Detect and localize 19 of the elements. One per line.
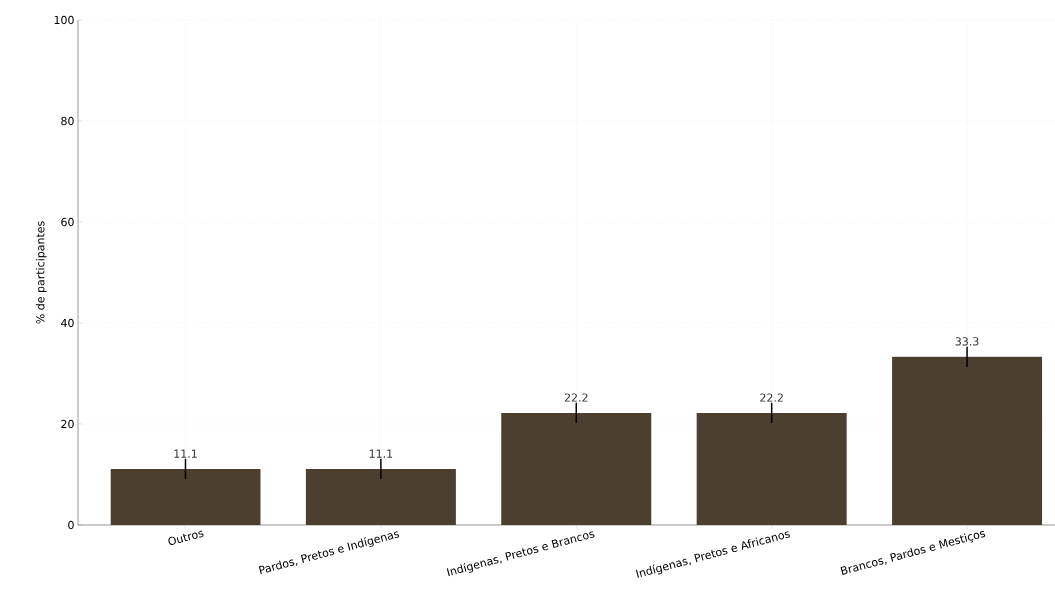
- bar: [110, 468, 261, 525]
- data-label: 22.2: [564, 393, 588, 402]
- y-tick-label: 40: [61, 318, 74, 328]
- bar: [696, 412, 847, 525]
- data-label: 11.1: [369, 449, 393, 458]
- bar: [892, 356, 1043, 525]
- data-label: 33.3: [955, 337, 979, 346]
- x-tick-label: Brancos, Pardos e Mestiços: [840, 531, 986, 575]
- y-tick-label: 80: [61, 116, 74, 126]
- data-label: 11.1: [174, 449, 197, 458]
- data-label: 22.2: [760, 393, 783, 402]
- y-tick-label: 60: [61, 217, 74, 227]
- y-tick-label: 100: [54, 15, 74, 25]
- y-axis-title: % de participantes: [35, 221, 47, 324]
- y-tick-label: 20: [61, 419, 74, 429]
- x-tick-label: Outros: [168, 530, 204, 545]
- y-tick-label: 0: [68, 520, 74, 530]
- bar: [305, 468, 456, 525]
- bar: [501, 412, 652, 525]
